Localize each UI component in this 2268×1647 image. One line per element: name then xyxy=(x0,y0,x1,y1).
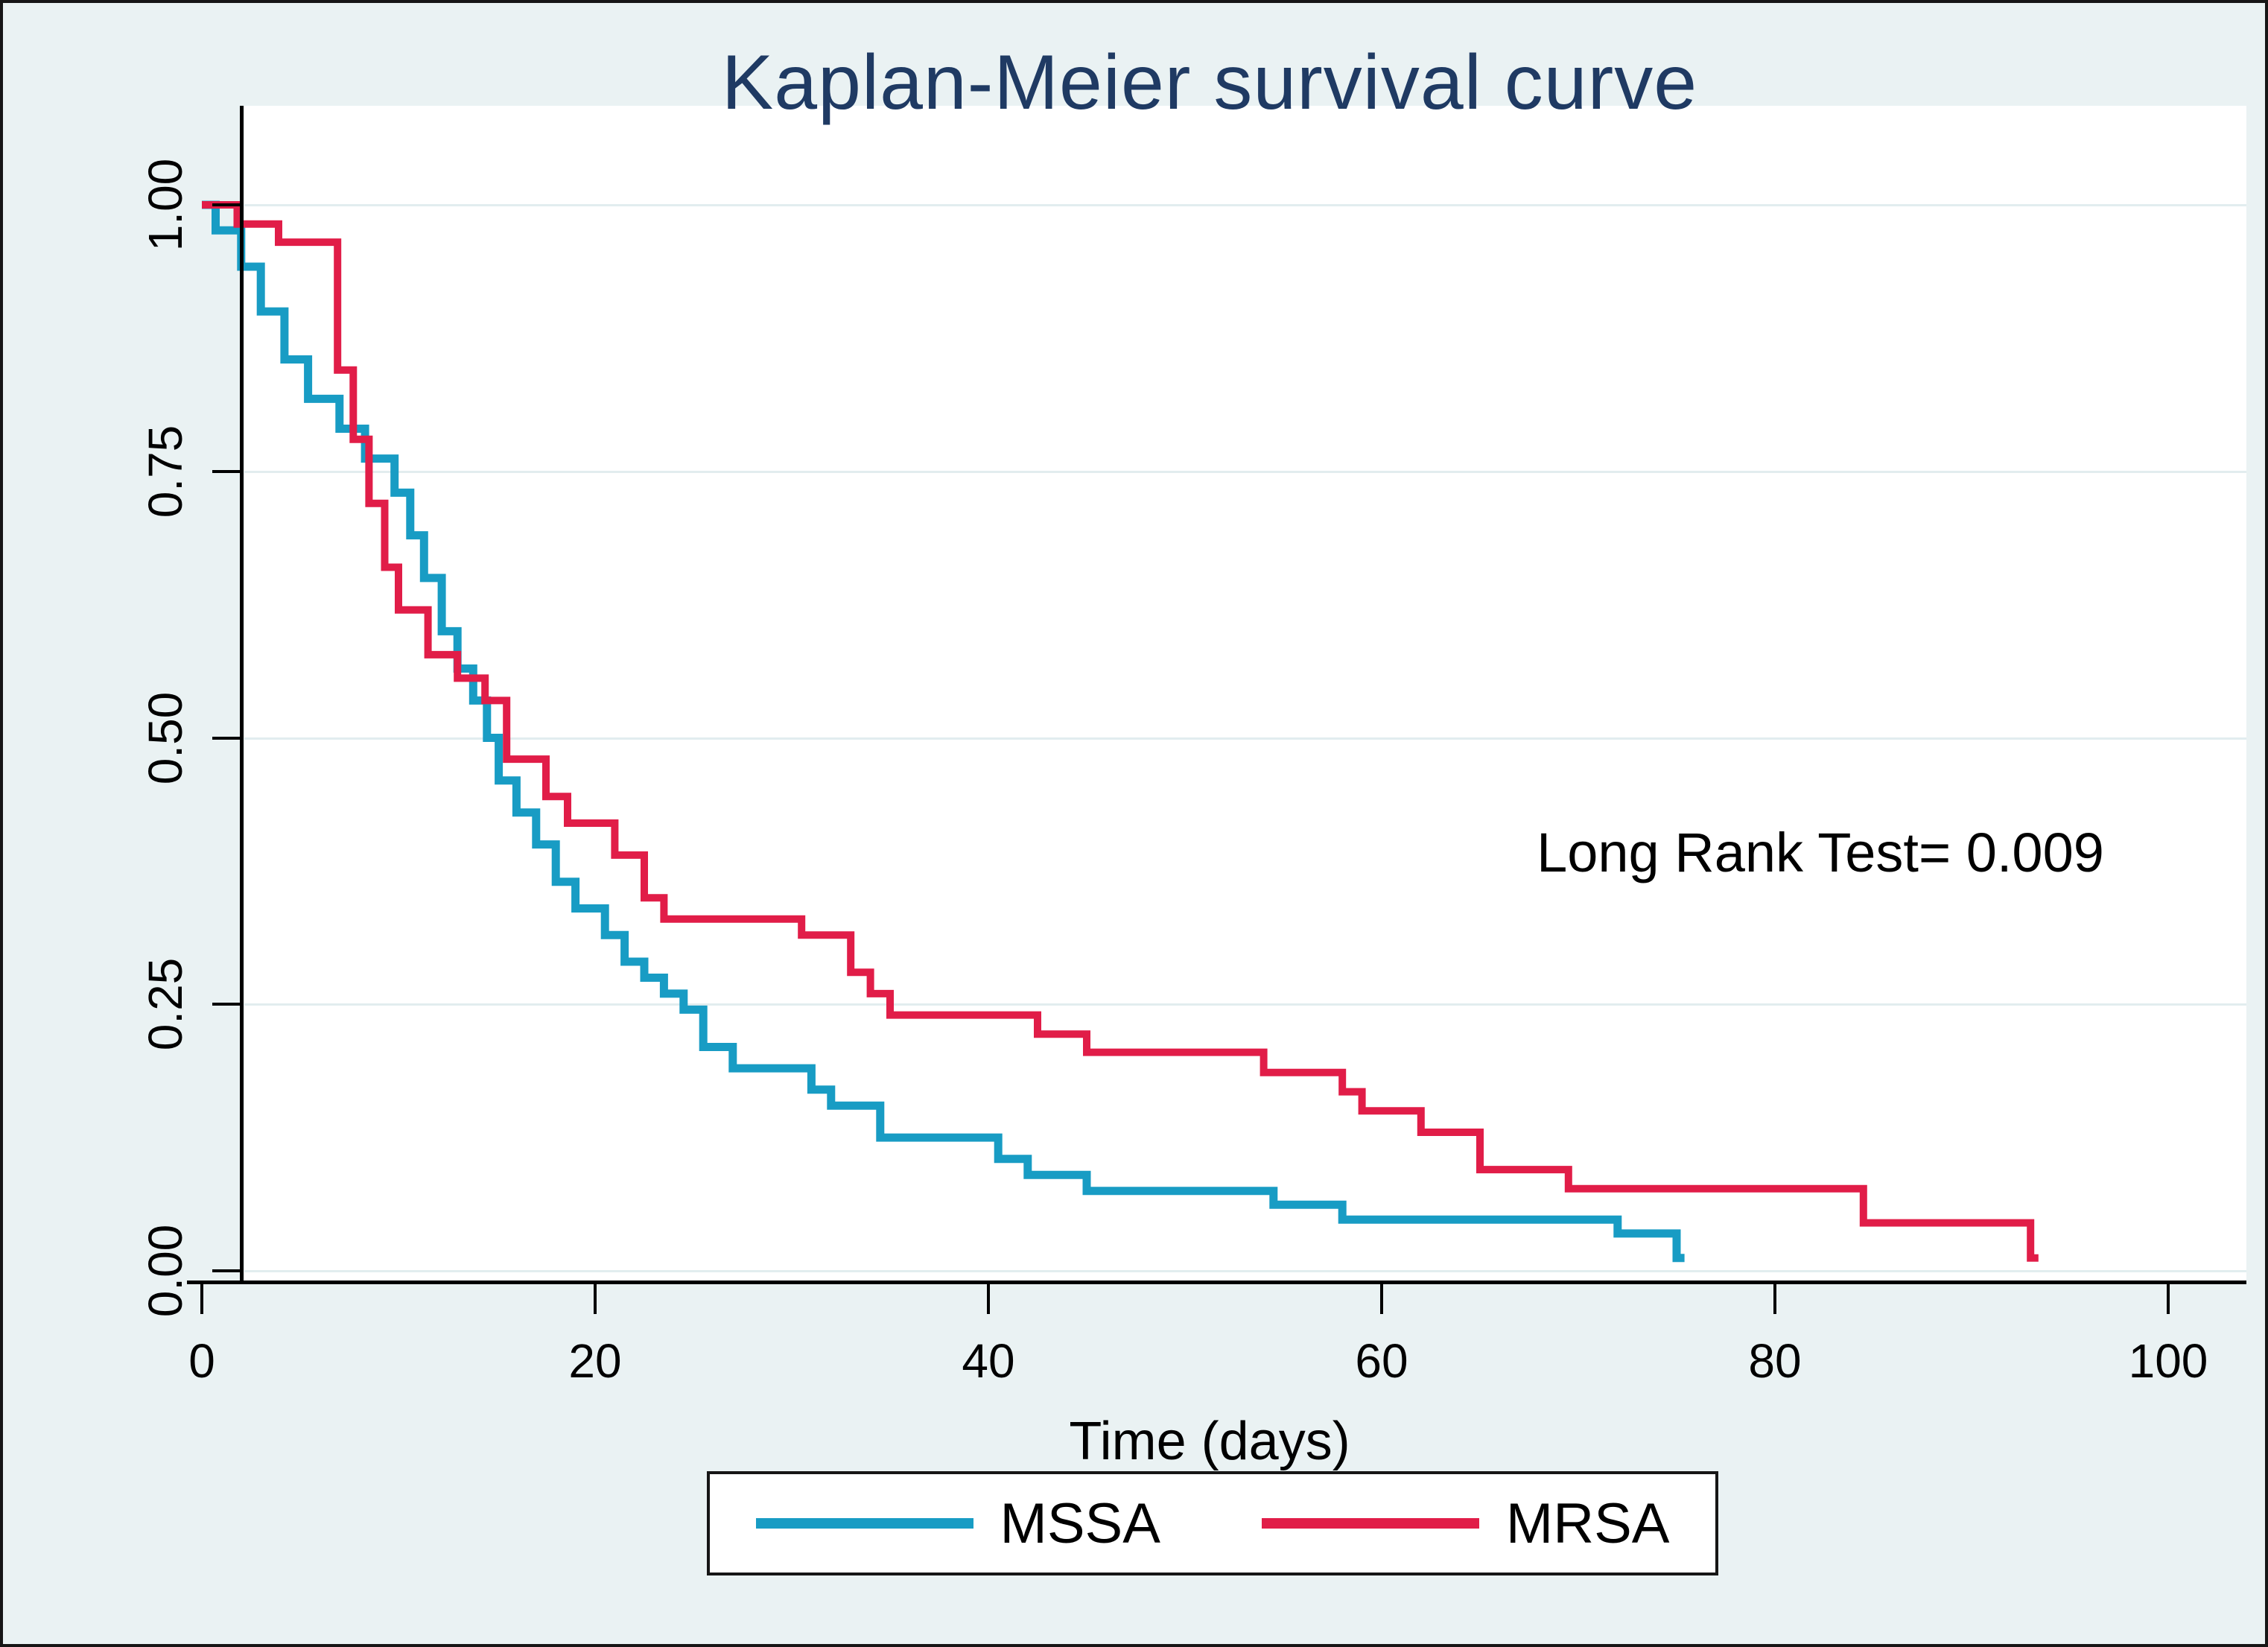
gridline-0.00 xyxy=(244,1270,2246,1272)
log-rank-annotation: Long Rank Test= 0.009 xyxy=(1537,822,2104,883)
legend-item-mssa: MSSA xyxy=(755,1491,1160,1556)
plot-area xyxy=(244,106,2246,1282)
x-tick-label: 40 xyxy=(962,1334,1015,1388)
y-tick-label: 0.00 xyxy=(139,1224,192,1318)
y-tick-mark xyxy=(212,1003,241,1006)
gridline-0.25 xyxy=(244,1003,2246,1006)
x-tick-mark xyxy=(1773,1284,1776,1314)
x-axis-line xyxy=(187,1281,2246,1284)
x-tick-mark xyxy=(987,1284,990,1314)
x-tick-label: 100 xyxy=(2128,1334,2208,1388)
y-tick-mark xyxy=(212,469,241,473)
y-axis-line xyxy=(240,106,244,1284)
km-curves-svg xyxy=(202,200,2039,1263)
x-tick-mark xyxy=(594,1284,597,1314)
mssa-curve xyxy=(202,200,1685,1263)
x-tick-mark xyxy=(2167,1284,2170,1314)
gridline-1.00 xyxy=(244,204,2246,206)
legend-label-mrsa: MRSA xyxy=(1505,1491,1670,1555)
y-tick-label: 0.75 xyxy=(139,425,192,518)
x-tick-label: 60 xyxy=(1355,1334,1408,1388)
mssa-line-swatch xyxy=(755,1518,973,1529)
x-tick-label: 20 xyxy=(568,1334,622,1388)
x-tick-label: 80 xyxy=(1748,1334,1802,1388)
mrsa-line-swatch xyxy=(1261,1518,1479,1529)
legend-label-mssa: MSSA xyxy=(1000,1491,1160,1555)
x-tick-mark xyxy=(200,1284,203,1314)
y-tick-label: 0.25 xyxy=(139,957,192,1051)
chart-title: Kaplan-Meier survival curve xyxy=(721,39,1698,126)
gridline-0.50 xyxy=(244,737,2246,740)
legend-item-mrsa: MRSA xyxy=(1261,1491,1670,1556)
y-tick-mark xyxy=(212,736,241,740)
y-tick-label: 1.00 xyxy=(139,158,192,252)
y-tick-mark xyxy=(212,1269,241,1272)
y-tick-label: 0.50 xyxy=(139,691,192,784)
x-tick-label: 0 xyxy=(188,1334,215,1388)
gridline-0.75 xyxy=(244,470,2246,473)
x-axis-title: Time (days) xyxy=(1069,1412,1350,1471)
mrsa-curve xyxy=(202,201,2039,1262)
y-tick-mark xyxy=(212,203,241,206)
legend: MSSA MRSA xyxy=(707,1471,1718,1575)
x-tick-mark xyxy=(1380,1284,1383,1314)
